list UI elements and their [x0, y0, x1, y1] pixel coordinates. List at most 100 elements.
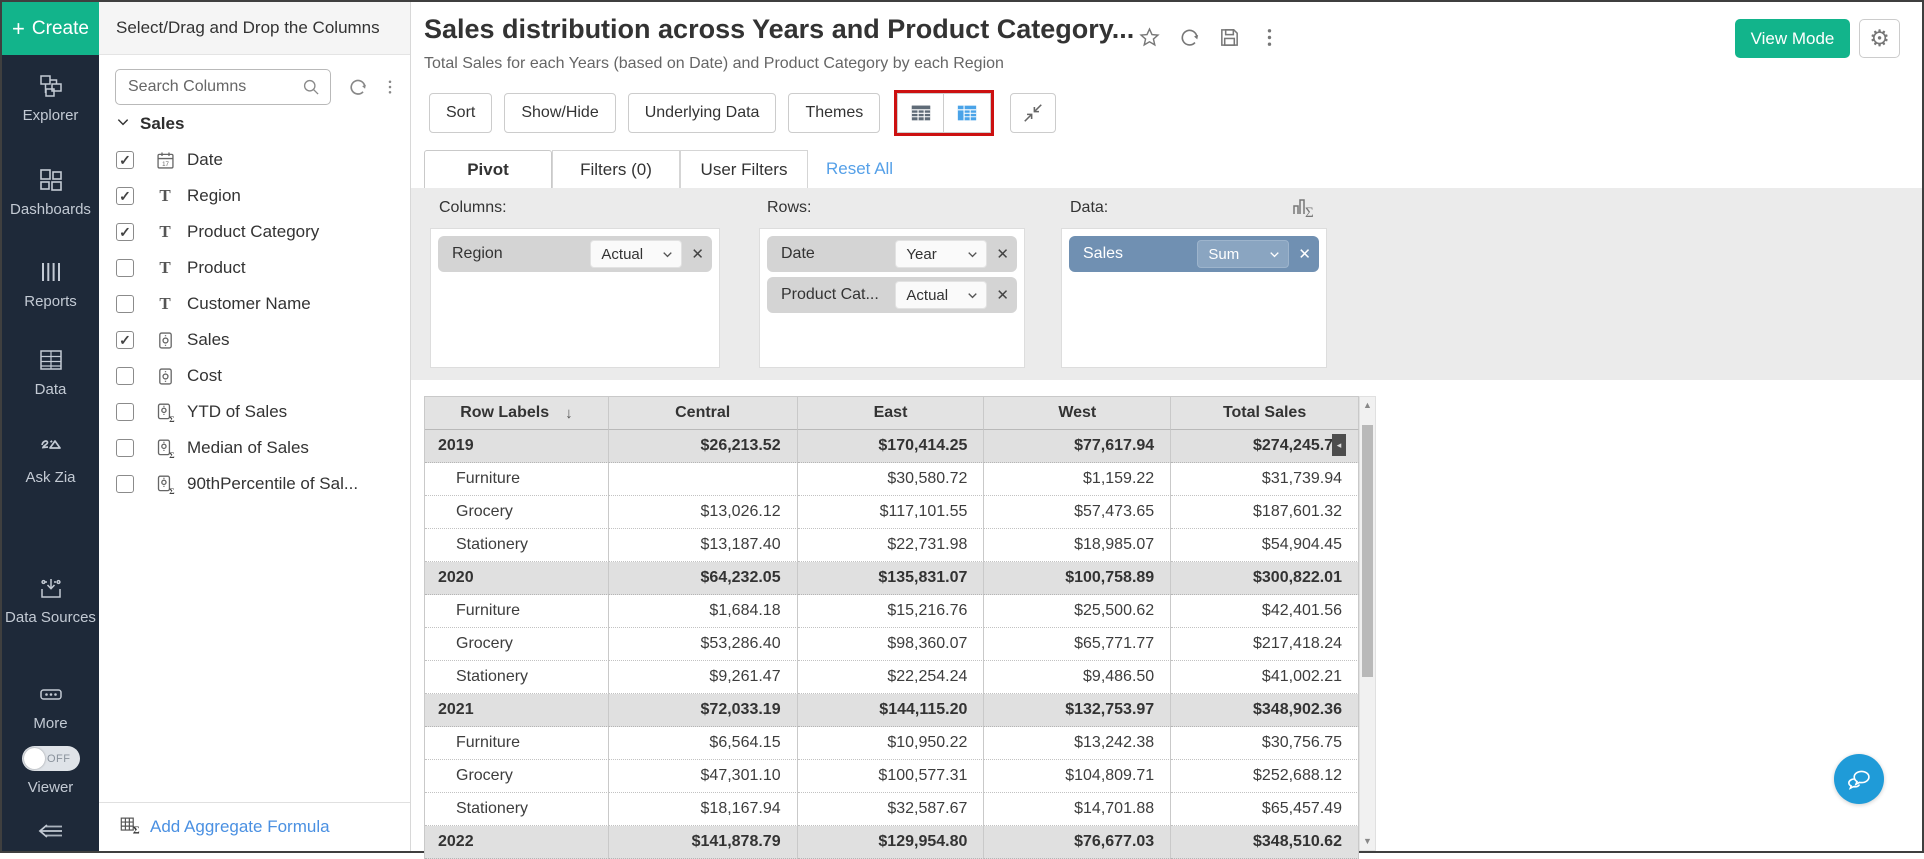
- field-checkbox[interactable]: ✓: [116, 223, 134, 241]
- field-row-customer-name[interactable]: T Customer Name: [99, 286, 410, 322]
- plus-icon: +: [12, 15, 25, 41]
- tab-pivot[interactable]: Pivot: [424, 150, 552, 188]
- table-row-stationery: Stationery $9,261.47 $22,254.24 $9,486.50 $4…: [425, 661, 1359, 694]
- remove-chip-icon[interactable]: ✕: [691, 246, 704, 263]
- field-row-date[interactable]: ✓ 17 Date: [99, 142, 410, 178]
- aggregation-select[interactable]: Actual: [895, 281, 988, 309]
- row-label-cell: Stationery: [425, 529, 609, 562]
- value-cell: $15,216.76: [797, 595, 985, 628]
- aggregate-summary-icon[interactable]: Σ: [1291, 194, 1319, 220]
- sidebar-item-dashboards[interactable]: Dashboards: [2, 166, 99, 220]
- field-checkbox[interactable]: ✓: [116, 151, 134, 169]
- data-sources-icon: [37, 574, 65, 602]
- sidebar-item-more[interactable]: More: [2, 680, 99, 734]
- field-checkbox[interactable]: [116, 403, 134, 421]
- collapse-sidebar-button[interactable]: [2, 818, 99, 844]
- value-cell: $18,167.94: [608, 793, 798, 826]
- favorite-star-icon[interactable]: [1138, 26, 1161, 49]
- sidebar-item-reports[interactable]: Reports: [2, 258, 99, 312]
- pivot-chip-sales[interactable]: Sales Sum ✕: [1069, 236, 1319, 272]
- value-cell: $300,822.01: [1171, 562, 1359, 595]
- value-cell: $30,756.75: [1171, 727, 1359, 760]
- data-table-icon: [37, 346, 65, 374]
- sidebar-item-ask-zia[interactable]: Ask Zia: [2, 434, 99, 488]
- field-row-sales[interactable]: ✓ Sales: [99, 322, 410, 358]
- rows-drop-zone[interactable]: Date Year ✕ Product Cat... Actual ✕: [759, 228, 1025, 368]
- table-row-grocery: Grocery $47,301.10 $100,577.31 $104,809.71 $…: [425, 760, 1359, 793]
- field-row-median-of-sales[interactable]: Σ Median of Sales: [99, 430, 410, 466]
- formula-icon: Σ: [154, 437, 176, 459]
- sidebar-item-explorer[interactable]: Explorer: [2, 72, 99, 126]
- value-cell: $117,101.55: [797, 496, 985, 529]
- save-icon[interactable]: [1218, 26, 1241, 49]
- tab-user-filters[interactable]: User Filters: [680, 150, 808, 188]
- value-cell: $53,286.40: [608, 628, 798, 661]
- field-row-90thpercentile-of-sal[interactable]: Σ 90thPercentile of Sal...: [99, 466, 410, 502]
- table-section-sales[interactable]: Sales: [116, 114, 184, 134]
- field-checkbox[interactable]: ✓: [116, 187, 134, 205]
- pivot-chip-product-cat[interactable]: Product Cat... Actual ✕: [767, 277, 1017, 313]
- table-row-2019: 2019 $26,213.52 $170,414.25 $77,617.94 $274,…: [425, 430, 1359, 463]
- value-cell: $65,771.77: [984, 628, 1172, 661]
- aggregation-select[interactable]: Year: [895, 240, 988, 268]
- refresh-columns-icon[interactable]: [347, 76, 369, 98]
- sort-button[interactable]: Sort: [429, 93, 493, 133]
- flat-table-view-button[interactable]: [897, 93, 945, 133]
- pivot-table-view-button[interactable]: [944, 93, 992, 133]
- scroll-up-icon[interactable]: ▲: [1363, 400, 1372, 410]
- view-mode-button[interactable]: View Mode: [1735, 19, 1850, 58]
- field-checkbox[interactable]: [116, 439, 134, 457]
- data-zone-label: Data:: [1070, 199, 1109, 216]
- collapse-panel-button[interactable]: [1010, 93, 1057, 133]
- value-cell: $42,401.56: [1171, 595, 1359, 628]
- add-aggregate-formula-link[interactable]: Add Aggregate Formula: [150, 817, 330, 836]
- aggregation-select[interactable]: Actual: [590, 240, 683, 268]
- scroll-down-icon[interactable]: ▼: [1363, 836, 1372, 846]
- create-button[interactable]: + Create: [2, 2, 99, 55]
- field-checkbox[interactable]: [116, 367, 134, 385]
- reset-all-link[interactable]: Reset All: [826, 159, 894, 178]
- pivot-chip-date[interactable]: Date Year ✕: [767, 236, 1017, 272]
- field-checkbox[interactable]: [116, 475, 134, 493]
- viewer-mode-toggle[interactable]: OFF: [21, 746, 80, 771]
- themes-button[interactable]: Themes: [788, 93, 881, 133]
- field-row-ytd-of-sales[interactable]: Σ YTD of Sales: [99, 394, 410, 430]
- back-arrow-icon: [38, 824, 62, 838]
- scrollbar-thumb[interactable]: [1362, 425, 1373, 677]
- table-corner-handle[interactable]: ◂: [1332, 434, 1346, 456]
- tab-filters[interactable]: Filters (0): [552, 150, 680, 188]
- value-cell: $76,677.03: [984, 826, 1172, 859]
- panel-kebab-menu-icon[interactable]: [381, 76, 399, 98]
- table-vertical-scrollbar[interactable]: ▲ ▼: [1359, 396, 1376, 851]
- field-row-region[interactable]: ✓ T Region: [99, 178, 410, 214]
- refresh-report-icon[interactable]: [1178, 26, 1201, 49]
- search-columns-input[interactable]: [116, 70, 330, 104]
- pivot-chip-region[interactable]: Region Actual ✕: [438, 236, 712, 272]
- row-label-cell: Stationery: [425, 661, 609, 694]
- sort-descending-icon[interactable]: ↓: [565, 404, 573, 422]
- remove-chip-icon[interactable]: ✕: [996, 246, 1009, 263]
- field-checkbox[interactable]: [116, 295, 134, 313]
- field-row-product[interactable]: T Product: [99, 250, 410, 286]
- aggregation-select[interactable]: Sum: [1197, 240, 1290, 268]
- sidebar-item-data[interactable]: Data: [2, 346, 99, 400]
- kebab-menu-icon[interactable]: [1258, 26, 1281, 49]
- show-hide-button[interactable]: Show/Hide: [504, 93, 616, 133]
- sidebar-item-data-sources[interactable]: Data Sources: [2, 574, 99, 628]
- chat-support-button[interactable]: [1834, 754, 1884, 804]
- remove-chip-icon[interactable]: ✕: [1298, 246, 1311, 263]
- field-checkbox[interactable]: ✓: [116, 331, 134, 349]
- settings-button[interactable]: ⚙: [1859, 19, 1900, 58]
- columns-drop-zone[interactable]: Region Actual ✕: [430, 228, 720, 368]
- value-cell: $132,753.97: [984, 694, 1172, 727]
- value-cell: $100,577.31: [797, 760, 985, 793]
- remove-chip-icon[interactable]: ✕: [996, 287, 1009, 304]
- field-checkbox[interactable]: [116, 259, 134, 277]
- underlying-data-button[interactable]: Underlying Data: [627, 93, 777, 133]
- table-row-grocery: Grocery $13,026.12 $117,101.55 $57,473.65 $1…: [425, 496, 1359, 529]
- column-header-east: East: [797, 397, 985, 430]
- formula-icon: Σ: [154, 401, 176, 423]
- data-drop-zone[interactable]: Sales Sum ✕: [1061, 228, 1327, 368]
- field-row-product-category[interactable]: ✓ T Product Category: [99, 214, 410, 250]
- field-row-cost[interactable]: Cost: [99, 358, 410, 394]
